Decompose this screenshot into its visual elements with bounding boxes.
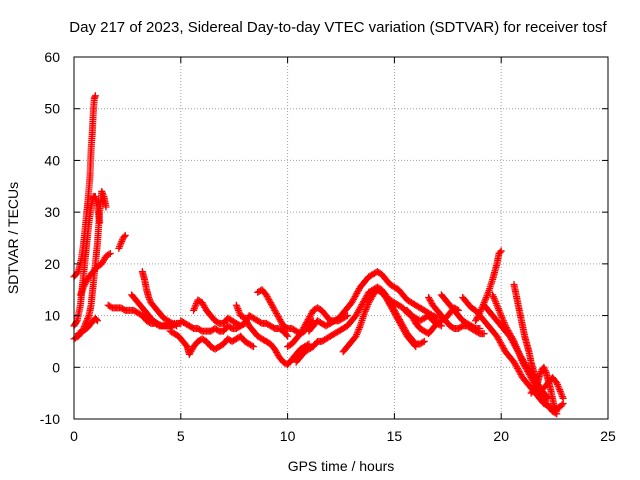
y-tick-label: 50 <box>44 101 60 117</box>
data-point <box>559 394 567 402</box>
y-tick-label: -10 <box>40 411 60 427</box>
data-point <box>121 231 129 239</box>
series-track-18 <box>339 286 420 356</box>
data-point <box>509 336 517 344</box>
data-point <box>106 250 114 258</box>
x-tick-label: 15 <box>387 428 403 444</box>
data-point <box>248 342 256 350</box>
data-point <box>105 250 113 258</box>
series-track-7 <box>115 231 129 252</box>
series-track-13 <box>232 301 313 369</box>
data-point <box>480 330 488 338</box>
y-axis-title: SDTVAR / TECUs <box>5 182 21 294</box>
x-axis-title: GPS time / hours <box>288 458 395 474</box>
axis-ticks: 0 5 10 15 20 25 -10 0 10 20 30 40 50 60 <box>40 49 616 444</box>
y-tick-label: 30 <box>44 204 60 220</box>
series-track-29 <box>536 394 567 413</box>
data-point <box>284 332 292 340</box>
data-point <box>343 312 351 320</box>
chart-title: Day 217 of 2023, Sidereal Day-to-day VTE… <box>69 19 607 36</box>
x-tick-label: 25 <box>600 428 616 444</box>
data-point <box>412 343 420 351</box>
data-series <box>70 92 567 418</box>
y-tick-label: 60 <box>44 49 60 65</box>
series-track-24 <box>472 247 505 325</box>
plot-frame <box>73 56 609 420</box>
data-point <box>173 322 181 330</box>
y-tick-label: 40 <box>44 152 60 168</box>
data-point <box>420 337 428 345</box>
data-point <box>102 203 110 211</box>
data-point <box>120 233 128 241</box>
series-track-11 <box>177 317 249 335</box>
y-tick-label: 10 <box>44 308 60 324</box>
data-point <box>497 247 505 255</box>
x-tick-label: 5 <box>177 428 185 444</box>
x-tick-label: 0 <box>70 428 78 444</box>
data-point <box>419 338 427 346</box>
series-track-9 <box>138 268 181 330</box>
x-tick-label: 20 <box>493 428 509 444</box>
data-point <box>92 315 100 323</box>
data-point <box>475 311 483 319</box>
data-point <box>476 325 484 332</box>
data-point <box>283 331 291 339</box>
x-tick-label: 10 <box>280 428 296 444</box>
series-track-22 <box>437 291 484 332</box>
data-point <box>249 343 257 351</box>
data-point <box>93 317 101 325</box>
data-point <box>91 92 99 100</box>
data-point <box>171 321 179 329</box>
data-point <box>411 341 419 349</box>
data-point <box>73 269 81 277</box>
data-point <box>496 248 504 256</box>
series-track-30 <box>540 374 567 402</box>
series-track-4 <box>76 250 114 299</box>
data-point <box>558 401 566 409</box>
series-track-21 <box>425 293 488 338</box>
series-track-5 <box>74 314 101 338</box>
y-tick-label: 0 <box>52 359 60 375</box>
series-track-10 <box>166 327 257 358</box>
y-tick-label: 20 <box>44 256 60 272</box>
